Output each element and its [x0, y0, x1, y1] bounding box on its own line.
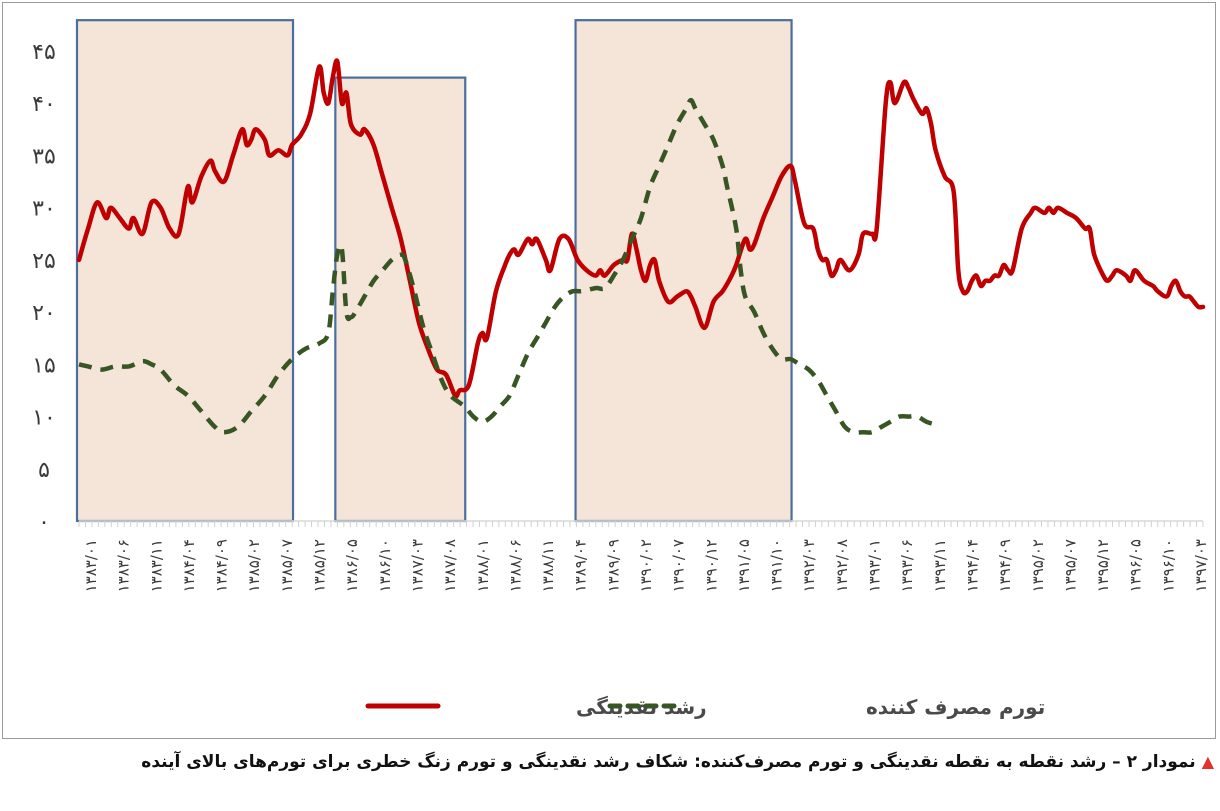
x-tick-label: ۱۳۸۳/۱۱	[147, 539, 165, 592]
x-axis-ticks: ۱۳۸۳/۰۱ ۱۳۸۳/۰۶ ۱۳۸۳/۱۱ ۱۳۸۴/۰۴ ۱۳۸۴/۰۹ ۱۳۸۵/…	[82, 539, 1210, 592]
x-tick-label: ۱۳۹۳/۰۶	[898, 539, 916, 592]
legend: رشد نقدینگی تورم مصرف کننده	[365, 695, 1045, 719]
y-tick-label: ۲۰	[32, 301, 56, 326]
x-tick-label: ۱۳۹۴/۰۴	[963, 539, 981, 592]
legend-label-inflation: تورم مصرف کننده	[866, 695, 1045, 719]
x-tick-label: ۱۳۸۵/۰۷	[278, 539, 296, 592]
y-tick-label: ۳۵	[32, 144, 56, 169]
x-tick-label: ۱۳۸۵/۰۲	[245, 539, 263, 592]
y-tick-label: ۵	[38, 458, 50, 483]
y-tick-label: ۴۵	[32, 40, 56, 65]
shaded-period-box	[334, 76, 467, 523]
y-tick-label: ۰	[38, 510, 50, 535]
x-tick-label: ۱۳۹۳/۱۱	[931, 539, 949, 592]
y-axis-ticks: ۰ ۵ ۱۰ ۱۵ ۲۰ ۲۵ ۳۰ ۳۵ ۴۰ ۴۵	[32, 40, 56, 535]
x-tick-label: ۱۳۹۶/۰۵	[1127, 539, 1145, 592]
figure-caption: ▲ نمودار ۲ – رشد نقطه به نقطه نقدینگی و ت…	[0, 752, 1214, 772]
x-tick-label: ۱۳۹۲/۰۳	[800, 539, 818, 592]
chart-frame	[2, 2, 1216, 739]
x-tick-label: ۱۳۹۶/۱۰	[1159, 539, 1177, 592]
x-tick-label: ۱۳۸۹/۰۴	[572, 539, 590, 592]
x-tick-label: ۱۳۹۵/۱۲	[1094, 539, 1112, 592]
x-tick-label: ۱۳۸۳/۰۱	[82, 539, 100, 592]
x-tick-label: ۱۳۹۷/۰۳	[1192, 539, 1210, 592]
x-tick-label: ۱۳۸۶/۱۰	[376, 539, 394, 592]
chart: ۰ ۵ ۱۰ ۱۵ ۲۰ ۲۵ ۳۰ ۳۵ ۴۰ ۴۵ ۱۳۸۳/۰۱ ۱۳۸۳/۰۶ ۱۳۸۳/۱۱…	[32, 19, 1210, 719]
x-tick-label: ۱۳۹۰/۱۲	[702, 539, 720, 592]
x-tick-label: ۱۳۸۸/۰۱	[474, 539, 492, 592]
caption-text: نمودار ۲ – رشد نقطه به نقطه نقدینگی و تو…	[141, 752, 1196, 772]
shaded-period-box	[75, 19, 295, 523]
axes	[78, 520, 1204, 527]
triangle-marker-icon: ▲	[1201, 752, 1214, 771]
x-tick-label: ۱۳۸۷/۰۸	[441, 539, 459, 592]
x-tick-label: ۱۳۹۱/۱۰	[768, 539, 786, 592]
x-tick-label: ۱۳۸۹/۰۹	[604, 539, 622, 592]
consumer-inflation-line	[78, 97, 942, 435]
x-tick-label: ۱۳۹۰/۰۲	[637, 539, 655, 592]
x-tick-label: ۱۳۹۵/۰۷	[1061, 539, 1079, 592]
x-tick-label: ۱۳۹۱/۰۵	[735, 539, 753, 592]
y-tick-label: ۲۵	[32, 249, 56, 274]
legend-label-liquidity: رشد نقدینگی	[576, 695, 707, 719]
x-tick-label: ۱۳۸۳/۰۶	[115, 539, 133, 592]
y-tick-label: ۴۰	[32, 92, 56, 117]
y-tick-label: ۱۵	[32, 353, 56, 378]
x-tick-label: ۱۳۹۰/۰۷	[670, 539, 688, 592]
liquidity-growth-line	[76, 58, 1206, 399]
x-tick-label: ۱۳۸۶/۰۵	[343, 539, 361, 592]
x-tick-label: ۱۳۹۳/۰۱	[866, 539, 884, 592]
x-tick-label: ۱۳۸۵/۱۲	[311, 539, 329, 592]
x-tick-label: ۱۳۸۷/۰۳	[408, 539, 426, 592]
series-lines	[76, 58, 1206, 435]
y-tick-label: ۱۰	[32, 406, 56, 431]
x-tick-label: ۱۳۹۲/۰۸	[833, 539, 851, 592]
shaded-periods	[75, 19, 793, 523]
y-tick-label: ۳۰	[32, 197, 56, 222]
x-tick-label: ۱۳۸۸/۰۶	[506, 539, 524, 592]
x-tick-label: ۱۳۸۴/۰۴	[180, 539, 198, 592]
x-tick-label: ۱۳۹۴/۰۹	[996, 539, 1014, 592]
x-tick-label: ۱۳۹۵/۰۲	[1029, 539, 1047, 592]
x-tick-label: ۱۳۸۸/۱۱	[539, 539, 557, 592]
x-tick-label: ۱۳۸۴/۰۹	[213, 539, 231, 592]
